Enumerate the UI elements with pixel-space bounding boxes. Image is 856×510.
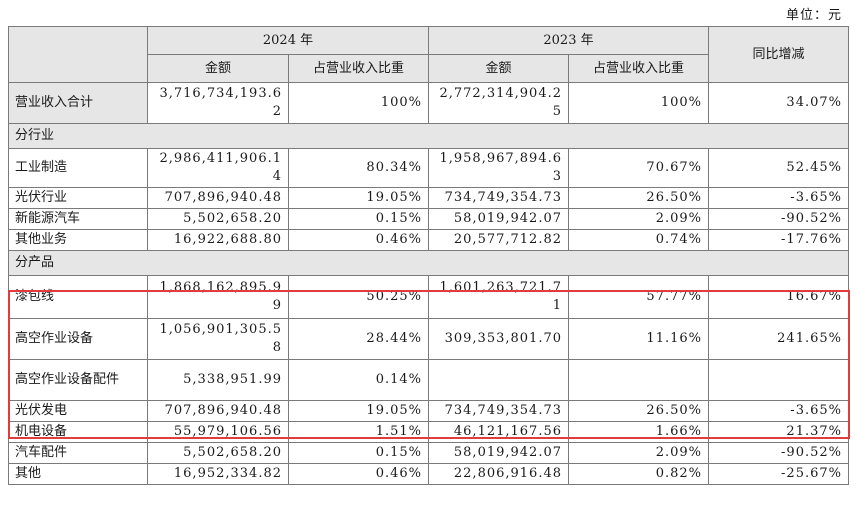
ratio-2024: 50.25% — [288, 275, 429, 319]
row-label: 机电设备 — [8, 421, 148, 443]
header-yoy: 同比增减 — [708, 26, 849, 83]
header-ratio-2024: 占营业收入比重 — [288, 54, 429, 83]
yoy-change: 34.07% — [708, 82, 849, 124]
section-by-industry: 分行业 — [8, 123, 849, 149]
table-row-total: 营业收入合计 3,716,734,193.62 100% 2,772,314,9… — [8, 82, 849, 124]
amount-2023: 58,019,942.07 — [428, 442, 569, 464]
table-row: 光伏行业 707,896,940.48 19.05% 734,749,354.7… — [8, 187, 849, 209]
ratio-2023: 2.09% — [568, 208, 709, 230]
amount-2024: 707,896,940.48 — [147, 400, 289, 422]
yoy-change: -25.67% — [708, 463, 849, 485]
ratio-2023: 1.66% — [568, 421, 709, 443]
table-row: 光伏发电 707,896,940.48 19.05% 734,749,354.7… — [8, 400, 849, 422]
amount-2024: 16,952,334.82 — [147, 463, 289, 485]
row-label: 新能源汽车 — [8, 208, 148, 230]
ratio-2024: 19.05% — [288, 187, 429, 209]
ratio-2023: 70.67% — [568, 148, 709, 188]
header-amount-2024: 金额 — [147, 54, 289, 83]
table-row: 漆包线 1,868,162,895.99 50.25% 1,601,263,72… — [8, 275, 849, 319]
ratio-2023: 11.16% — [568, 318, 709, 360]
ratio-2023 — [568, 359, 709, 401]
ratio-2023: 2.09% — [568, 442, 709, 464]
amount-2023 — [428, 359, 569, 401]
amount-2024: 2,986,411,906.14 — [147, 148, 289, 188]
revenue-table: 2024 年 2023 年 同比增减 金额 占营业收入比重 金额 占营业收入比重… — [8, 26, 849, 485]
yoy-change: 21.37% — [708, 421, 849, 443]
table-row: 汽车配件 5,502,658.20 0.15% 58,019,942.07 2.… — [8, 442, 849, 464]
header-year-2024: 2024 年 — [147, 26, 429, 55]
header-ratio-2023: 占营业收入比重 — [568, 54, 709, 83]
amount-2024: 5,502,658.20 — [147, 208, 289, 230]
amount-2024: 707,896,940.48 — [147, 187, 289, 209]
ratio-2023: 0.74% — [568, 229, 709, 251]
row-label: 其他 — [8, 463, 148, 485]
table-row: 其他 16,952,334.82 0.46% 22,806,916.48 0.8… — [8, 463, 849, 485]
header-year-2023: 2023 年 — [428, 26, 709, 55]
amount-2024: 55,979,106.56 — [147, 421, 289, 443]
ratio-2024: 0.46% — [288, 463, 429, 485]
amount-2023: 309,353,801.70 — [428, 318, 569, 360]
ratio-2024: 19.05% — [288, 400, 429, 422]
row-label: 汽车配件 — [8, 442, 148, 464]
row-label: 其他业务 — [8, 229, 148, 251]
amount-2023: 1,958,967,894.63 — [428, 148, 569, 188]
amount-2024: 1,056,901,305.58 — [147, 318, 289, 360]
header-amount-2023: 金额 — [428, 54, 569, 83]
yoy-change: 16.67% — [708, 275, 849, 319]
amount-2024: 16,922,688.80 — [147, 229, 289, 251]
ratio-2023: 0.82% — [568, 463, 709, 485]
amount-2023: 46,121,167.56 — [428, 421, 569, 443]
yoy-change — [708, 359, 849, 401]
table-row: 机电设备 55,979,106.56 1.51% 46,121,167.56 1… — [8, 421, 849, 443]
table-row: 工业制造 2,986,411,906.14 80.34% 1,958,967,8… — [8, 148, 849, 188]
row-label: 营业收入合计 — [8, 82, 148, 124]
amount-2023: 734,749,354.73 — [428, 400, 569, 422]
row-label: 光伏发电 — [8, 400, 148, 422]
table-row: 高空作业设备 1,056,901,305.58 28.44% 309,353,8… — [8, 318, 849, 360]
yoy-change: -90.52% — [708, 208, 849, 230]
amount-2023: 22,806,916.48 — [428, 463, 569, 485]
ratio-2023: 57.77% — [568, 275, 709, 319]
yoy-change: -3.65% — [708, 400, 849, 422]
header-blank — [8, 26, 148, 83]
ratio-2023: 100% — [568, 82, 709, 124]
unit-label: 单位：元 — [785, 8, 842, 23]
yoy-change: 241.65% — [708, 318, 849, 360]
ratio-2024: 100% — [288, 82, 429, 124]
row-label: 高空作业设备配件 — [8, 359, 148, 401]
ratio-2024: 1.51% — [288, 421, 429, 443]
row-label: 光伏行业 — [8, 187, 148, 209]
row-label: 漆包线 — [8, 275, 148, 319]
ratio-2024: 0.15% — [288, 208, 429, 230]
amount-2024: 5,502,658.20 — [147, 442, 289, 464]
table-row: 高空作业设备配件 5,338,951.99 0.14% — [8, 359, 849, 401]
ratio-2024: 0.15% — [288, 442, 429, 464]
ratio-2024: 28.44% — [288, 318, 429, 360]
ratio-2024: 80.34% — [288, 148, 429, 188]
table-row: 其他业务 16,922,688.80 0.46% 20,577,712.82 0… — [8, 229, 849, 251]
ratio-2024: 0.46% — [288, 229, 429, 251]
amount-2023: 734,749,354.73 — [428, 187, 569, 209]
amount-2024: 1,868,162,895.99 — [147, 275, 289, 319]
yoy-change: -17.76% — [708, 229, 849, 251]
yoy-change: -90.52% — [708, 442, 849, 464]
table-row: 新能源汽车 5,502,658.20 0.15% 58,019,942.07 2… — [8, 208, 849, 230]
yoy-change: 52.45% — [708, 148, 849, 188]
amount-2023: 58,019,942.07 — [428, 208, 569, 230]
section-by-product: 分产品 — [8, 250, 849, 276]
row-label: 工业制造 — [8, 148, 148, 188]
amount-2024: 3,716,734,193.62 — [147, 82, 289, 124]
row-label: 高空作业设备 — [8, 318, 148, 360]
amount-2023: 1,601,263,721.71 — [428, 275, 569, 319]
amount-2023: 2,772,314,904.25 — [428, 82, 569, 124]
yoy-change: -3.65% — [708, 187, 849, 209]
ratio-2023: 26.50% — [568, 187, 709, 209]
amount-2023: 20,577,712.82 — [428, 229, 569, 251]
ratio-2023: 26.50% — [568, 400, 709, 422]
amount-2024: 5,338,951.99 — [147, 359, 289, 401]
ratio-2024: 0.14% — [288, 359, 429, 401]
